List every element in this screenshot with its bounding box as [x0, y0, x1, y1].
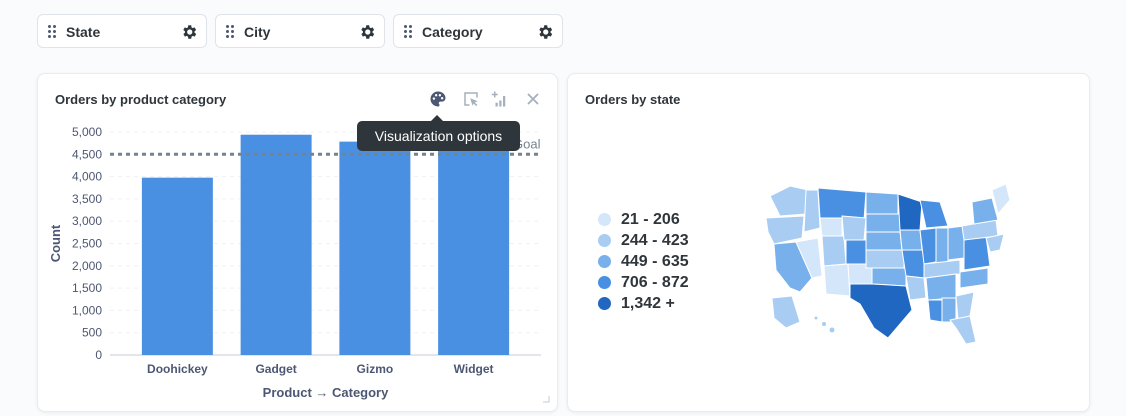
bar-gizmo[interactable]: [339, 141, 411, 355]
map-region[interactable]: [955, 291, 975, 321]
close-icon[interactable]: [524, 90, 542, 108]
map-region[interactable]: [823, 263, 851, 297]
y-axis-label: Count: [48, 224, 63, 262]
map-region[interactable]: [821, 321, 827, 327]
legend-swatch: [598, 297, 611, 310]
map-region[interactable]: [765, 215, 805, 245]
map-region[interactable]: [817, 187, 867, 221]
map-region[interactable]: [841, 215, 867, 241]
x-tick-label: Widget: [454, 362, 494, 376]
map-region[interactable]: [919, 199, 949, 229]
y-tick-label: 500: [82, 326, 102, 340]
legend-label: 244 - 423: [621, 231, 689, 249]
map-region[interactable]: [819, 217, 843, 237]
gear-icon[interactable]: [180, 23, 198, 41]
legend-item: 1,342 +: [598, 293, 689, 314]
filter-state[interactable]: State: [37, 14, 207, 48]
gear-icon[interactable]: [358, 23, 376, 41]
map-region[interactable]: [959, 267, 989, 289]
legend-swatch: [598, 276, 611, 289]
bar-chart: 0 500 1,000 1,500 2,000 2,500 3,000 3,500 4,000 4…: [48, 125, 550, 403]
x-tick-label: Gadget: [255, 362, 296, 376]
map-region[interactable]: [865, 191, 899, 215]
map-region[interactable]: [949, 315, 977, 345]
map-region[interactable]: [991, 183, 1011, 216]
map-region[interactable]: [821, 235, 847, 267]
legend-swatch: [598, 234, 611, 247]
filter-category[interactable]: Category: [393, 14, 563, 48]
y-tick-label: 5,000: [72, 125, 102, 139]
map-region[interactable]: [897, 193, 923, 231]
card-title: Orders by state: [585, 92, 681, 107]
y-tick-label: 4,000: [72, 170, 102, 184]
legend-label: 1,342 +: [621, 294, 675, 312]
map-region[interactable]: [865, 231, 903, 251]
y-tick-label: 1,000: [72, 303, 102, 317]
y-tick-label: 1,500: [72, 281, 102, 295]
x-axis-label: Product → Category: [263, 385, 389, 400]
y-tick-label: 0: [95, 348, 102, 362]
filter-label: City: [244, 24, 271, 40]
map-region[interactable]: [828, 326, 836, 334]
filter-city[interactable]: City: [215, 14, 385, 48]
bar-widget[interactable]: [438, 132, 510, 355]
map-region[interactable]: [795, 237, 823, 279]
alaska-hawaii: [771, 295, 836, 334]
legend-label: 21 - 206: [621, 210, 680, 228]
us-choropleth-map: [765, 183, 1011, 345]
add-series-icon[interactable]: [491, 90, 509, 108]
x-tick-label: Doohickey: [147, 362, 208, 376]
legend-swatch: [598, 255, 611, 268]
map-region[interactable]: [803, 189, 821, 233]
map-region[interactable]: [901, 249, 925, 279]
legend-item: 706 - 872: [598, 272, 689, 293]
map-region[interactable]: [769, 185, 809, 217]
drag-handle-icon[interactable]: [48, 25, 56, 38]
y-tick-label: 3,000: [72, 214, 102, 228]
map-region[interactable]: [971, 197, 999, 225]
bar-gadget[interactable]: [240, 134, 312, 355]
map-region[interactable]: [905, 275, 927, 301]
y-tick-label: 3,500: [72, 192, 102, 206]
map-region[interactable]: [899, 229, 923, 251]
map-region[interactable]: [849, 283, 913, 339]
map-region[interactable]: [865, 213, 901, 233]
card-title: Orders by product category: [55, 92, 227, 107]
legend-swatch: [598, 213, 611, 226]
palette-icon[interactable]: [429, 90, 447, 108]
drag-handle-icon[interactable]: [226, 25, 234, 38]
map-region[interactable]: [771, 295, 801, 329]
map-legend: 21 - 206 244 - 423 449 - 635 706 - 872 1…: [598, 209, 689, 314]
map-region[interactable]: [963, 235, 991, 271]
map-region[interactable]: [985, 233, 1005, 253]
gear-icon[interactable]: [536, 23, 554, 41]
legend-label: 449 - 635: [621, 252, 689, 270]
click-behavior-icon[interactable]: [462, 90, 480, 108]
map-region[interactable]: [941, 297, 957, 323]
legend-item: 244 - 423: [598, 230, 689, 251]
map-region[interactable]: [947, 225, 965, 261]
filter-label: State: [66, 24, 101, 40]
legend-item: 21 - 206: [598, 209, 689, 230]
legend-label: 706 - 872: [621, 273, 689, 291]
resize-handle-icon[interactable]: [543, 396, 550, 403]
drag-handle-icon[interactable]: [404, 25, 412, 38]
filter-label: Category: [422, 24, 483, 40]
map-region[interactable]: [935, 227, 949, 265]
map-region[interactable]: [927, 299, 943, 323]
y-tick-label: 2,000: [72, 259, 102, 273]
visualization-options-tooltip: Visualization options: [357, 115, 520, 151]
map-region[interactable]: [813, 315, 819, 321]
map-region[interactable]: [871, 267, 907, 287]
x-tick-label: Gizmo: [357, 362, 394, 376]
map-region[interactable]: [925, 273, 957, 301]
y-tick-label: 4,500: [72, 147, 102, 161]
bar-doohickey[interactable]: [141, 177, 213, 355]
map-region[interactable]: [865, 249, 905, 269]
legend-item: 449 - 635: [598, 251, 689, 272]
y-tick-label: 2,500: [72, 237, 102, 251]
